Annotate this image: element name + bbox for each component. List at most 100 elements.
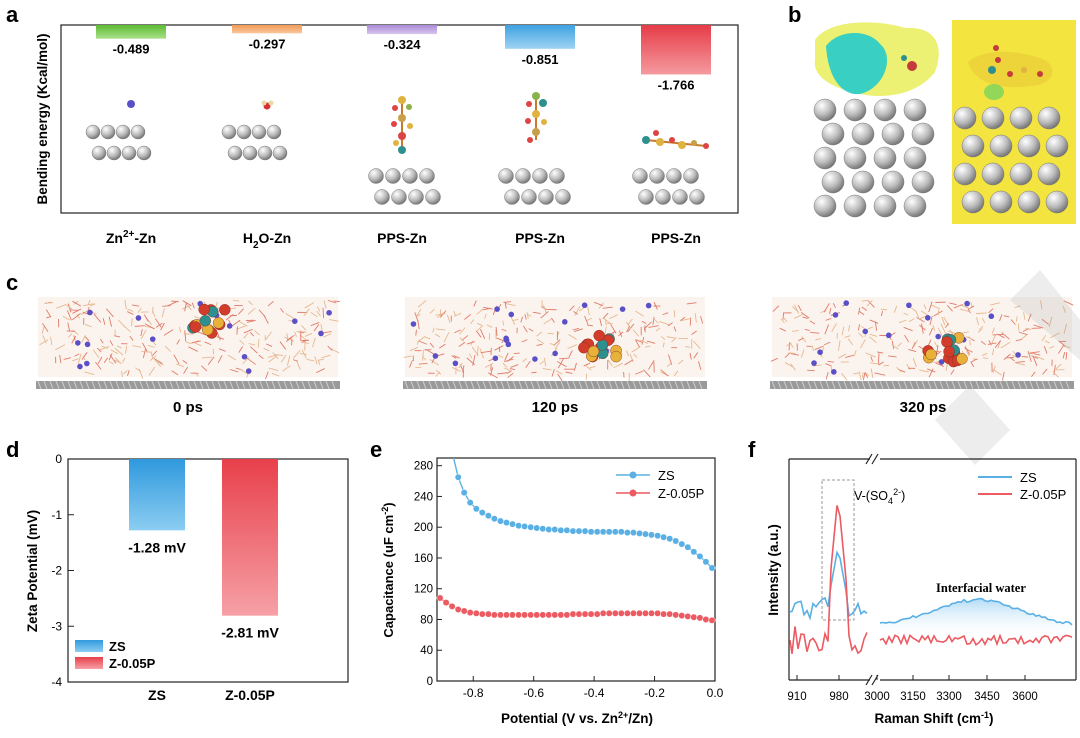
water-stick <box>484 362 494 368</box>
slab-texture <box>975 380 980 390</box>
panel-a-zn-slabs <box>85 124 705 205</box>
water-stick <box>543 357 547 367</box>
water-stick <box>982 357 988 359</box>
water-stick <box>322 307 324 319</box>
slab-texture <box>97 380 102 390</box>
series-point-e-0 <box>545 526 553 533</box>
water-stick <box>1027 350 1032 362</box>
water-stick <box>248 300 253 306</box>
water-stick <box>825 363 832 367</box>
water-stick <box>475 330 482 338</box>
water-stick <box>317 358 325 361</box>
water-stick <box>231 319 241 327</box>
water-stick <box>522 358 528 363</box>
slab-texture <box>109 380 114 390</box>
water-stick <box>568 350 573 358</box>
zn-atom <box>1017 190 1041 214</box>
water-stick <box>1035 355 1045 361</box>
zn-atom <box>121 145 137 161</box>
water-stick <box>477 322 483 326</box>
water-stick <box>248 343 256 346</box>
slab-texture <box>410 380 415 390</box>
series-point-e-0 <box>636 529 643 537</box>
water-stick <box>639 339 649 344</box>
water-stick <box>797 304 802 312</box>
water-stick <box>451 355 457 359</box>
panel-e-ylabel: Capacitance (uF cm-2) <box>380 502 396 637</box>
zn-atom <box>813 194 837 218</box>
water-stick <box>171 370 179 376</box>
zn-surface-slab <box>403 381 707 389</box>
water-stick <box>153 358 163 364</box>
water-stick <box>953 303 963 309</box>
water-stick <box>254 330 260 336</box>
water-stick <box>434 333 441 338</box>
water-stick <box>265 331 272 340</box>
panel-a-bars <box>96 25 711 75</box>
water-stick <box>992 368 1002 376</box>
slab-texture <box>193 380 198 390</box>
water-stick <box>935 362 942 366</box>
water-stick <box>585 365 592 371</box>
zn-atom <box>106 145 122 161</box>
water-stick <box>1042 368 1048 375</box>
water-stick <box>182 360 188 364</box>
series-point-e-0 <box>478 509 486 517</box>
series-point-e-1 <box>484 610 492 618</box>
zn-ion <box>452 360 459 367</box>
water-stick <box>913 339 918 348</box>
water-stick <box>1021 355 1028 358</box>
water-stick <box>409 347 419 351</box>
water-stick <box>464 314 471 320</box>
water-stick <box>684 346 690 348</box>
water-stick <box>586 317 593 321</box>
slab-texture <box>807 380 812 390</box>
series-point-e-0 <box>521 522 529 530</box>
water-stick <box>573 362 577 371</box>
water-stick <box>919 369 929 373</box>
slab-texture <box>205 380 210 390</box>
water-stick <box>648 359 655 370</box>
water-stick <box>860 339 866 349</box>
watermark-decoration <box>935 270 1080 465</box>
water-stick <box>859 311 865 316</box>
panel-b-zn-slab-left <box>813 98 935 218</box>
water-stick <box>495 326 498 336</box>
water-stick <box>329 319 339 322</box>
water-stick <box>122 369 128 375</box>
water-stick <box>554 341 561 350</box>
water-stick <box>923 304 927 310</box>
panel-a-value-labels: -0.489 -0.297 -0.324 -0.851 -1.766 <box>113 36 695 92</box>
zn-atom <box>419 168 435 184</box>
series-point-e-0 <box>648 531 655 539</box>
water-stick <box>810 331 820 334</box>
slab-texture <box>542 380 547 390</box>
panel-d-value-labels: -1.28 mV -2.81 mV <box>128 539 279 640</box>
snapshot-water-box <box>38 297 338 377</box>
zn-atom <box>689 189 705 205</box>
water-stick <box>587 306 590 316</box>
zn-ion <box>817 349 823 355</box>
water-stick <box>67 310 72 321</box>
zn-ion <box>924 315 931 321</box>
water-stick <box>429 342 435 348</box>
water-stick <box>479 348 484 359</box>
zn-atom <box>843 146 867 170</box>
water-stick <box>626 350 630 357</box>
zn-atom <box>532 168 548 184</box>
zn-ion <box>562 319 568 325</box>
water-stick <box>693 352 699 359</box>
panel-a-category-labels: Zn2+-Zn H2O-Zn PPS-Zn PPS-Zn PPS-Zn <box>106 229 701 251</box>
slab-texture <box>181 380 186 390</box>
water-stick <box>1044 340 1050 344</box>
zn-atom <box>989 134 1013 158</box>
series-point-e-1 <box>666 610 674 618</box>
water-stick <box>115 357 122 365</box>
water-stick <box>97 356 103 365</box>
panel-d-legend: ZS Z-0.05P <box>75 639 156 671</box>
series-point-e-0 <box>497 517 504 525</box>
water-stick <box>207 356 215 365</box>
slab-texture <box>319 380 324 390</box>
water-stick <box>56 303 67 309</box>
series-point-e-0 <box>678 540 686 548</box>
